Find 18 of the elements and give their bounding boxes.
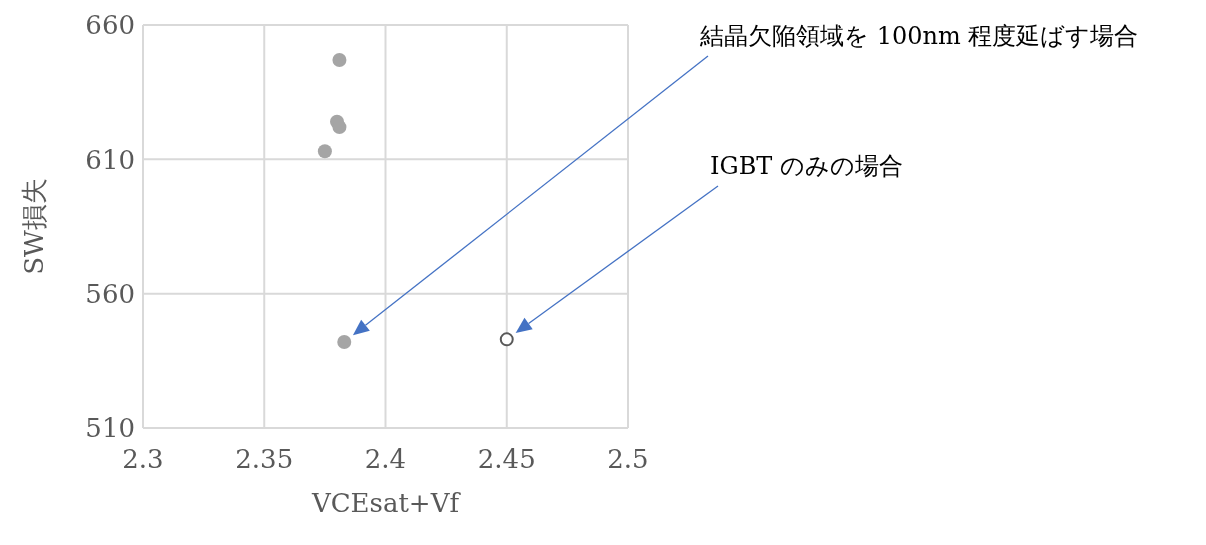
y-axis-title: SW損失: [19, 178, 49, 275]
point: [332, 52, 347, 67]
point: [337, 335, 352, 350]
text: 結晶欠陥領域を 100nm 程度延ばす場合: [699, 22, 1139, 50]
x-tick-label: 2.4: [364, 444, 407, 475]
x-tick-label: 2.35: [235, 444, 294, 475]
point: [332, 120, 347, 135]
x-tick-label: 2.3: [122, 444, 164, 475]
y-tick-label: 510: [85, 413, 135, 444]
text: IGBT のみの場合: [710, 152, 903, 180]
y-tick-label: 610: [85, 144, 135, 175]
point: [317, 144, 332, 159]
x-axis-title: VCEsat+Vf: [310, 488, 462, 518]
x-tick-label: 2.5: [607, 444, 649, 475]
x-tick-label: 2.45: [477, 444, 536, 475]
point: [499, 332, 514, 347]
y-tick-label: 660: [85, 10, 135, 41]
y-tick-label: 560: [85, 278, 135, 309]
